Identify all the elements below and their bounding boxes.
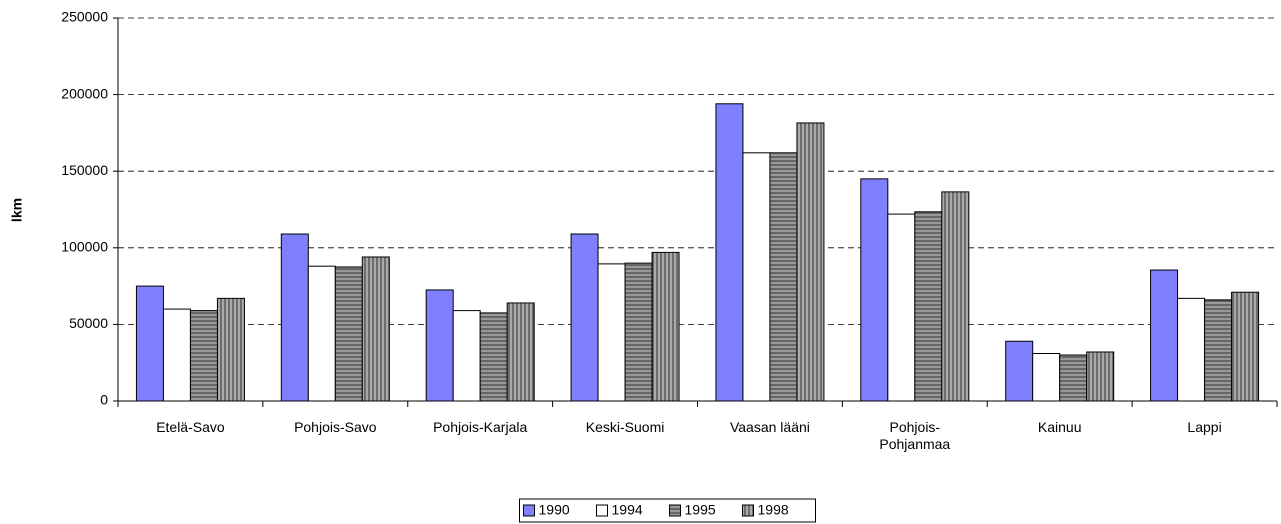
bar bbox=[334, 266, 363, 402]
bar bbox=[162, 308, 191, 402]
bar bbox=[452, 310, 481, 402]
y-axis-label: lkm bbox=[9, 198, 25, 222]
bar bbox=[361, 256, 390, 402]
bar bbox=[1032, 353, 1061, 402]
x-tick-label: Pohjois-Pohjanmaa bbox=[879, 419, 951, 452]
bar bbox=[651, 251, 680, 402]
bar bbox=[280, 233, 309, 402]
bar bbox=[796, 122, 825, 402]
x-tick-label: Vaasan lääni bbox=[729, 419, 810, 435]
bar bbox=[914, 211, 943, 402]
bar bbox=[479, 312, 508, 402]
y-tick-label: 150000 bbox=[61, 162, 108, 178]
bar bbox=[1059, 354, 1088, 402]
legend-label: 1995 bbox=[685, 502, 716, 518]
legend-label: 1994 bbox=[612, 502, 643, 518]
y-tick-label: 250000 bbox=[61, 9, 108, 25]
bar bbox=[742, 152, 771, 402]
y-tick-label: 200000 bbox=[61, 85, 108, 101]
bar bbox=[189, 310, 218, 402]
bar bbox=[135, 285, 164, 402]
bar bbox=[1231, 291, 1260, 402]
legend-swatch bbox=[669, 504, 681, 517]
x-tick-label: Kainuu bbox=[1037, 419, 1082, 435]
bar bbox=[715, 103, 744, 402]
legend-swatch bbox=[523, 504, 535, 517]
bar bbox=[941, 191, 970, 402]
x-tick-label: Etelä-Savo bbox=[156, 419, 225, 435]
legend-box bbox=[519, 498, 816, 523]
x-tick-label: Keski-Suomi bbox=[585, 419, 665, 435]
bar bbox=[1005, 340, 1034, 402]
y-tick-label: 0 bbox=[100, 392, 108, 408]
bar bbox=[1177, 297, 1206, 402]
bar bbox=[307, 265, 336, 402]
y-tick-label: 100000 bbox=[61, 239, 108, 255]
bar bbox=[597, 263, 626, 402]
legend-label: 1990 bbox=[539, 502, 570, 518]
bar bbox=[769, 152, 798, 402]
bar bbox=[624, 262, 653, 402]
bar bbox=[1086, 351, 1115, 402]
bar bbox=[506, 302, 535, 402]
bar bbox=[887, 213, 916, 402]
legend-label: 1998 bbox=[758, 502, 789, 518]
bar bbox=[216, 297, 245, 402]
x-tick-label: Pohjois-Savo bbox=[294, 419, 377, 435]
legend-swatch bbox=[596, 504, 608, 517]
bar bbox=[1204, 299, 1233, 402]
legend-swatch bbox=[742, 504, 754, 517]
bar bbox=[1150, 269, 1179, 402]
bar bbox=[570, 233, 599, 402]
x-tick-label: Lappi bbox=[1187, 419, 1222, 435]
bar bbox=[860, 178, 889, 402]
x-tick-label: Pohjois-Karjala bbox=[433, 419, 528, 435]
bar bbox=[425, 289, 454, 402]
y-tick-label: 50000 bbox=[69, 315, 108, 331]
